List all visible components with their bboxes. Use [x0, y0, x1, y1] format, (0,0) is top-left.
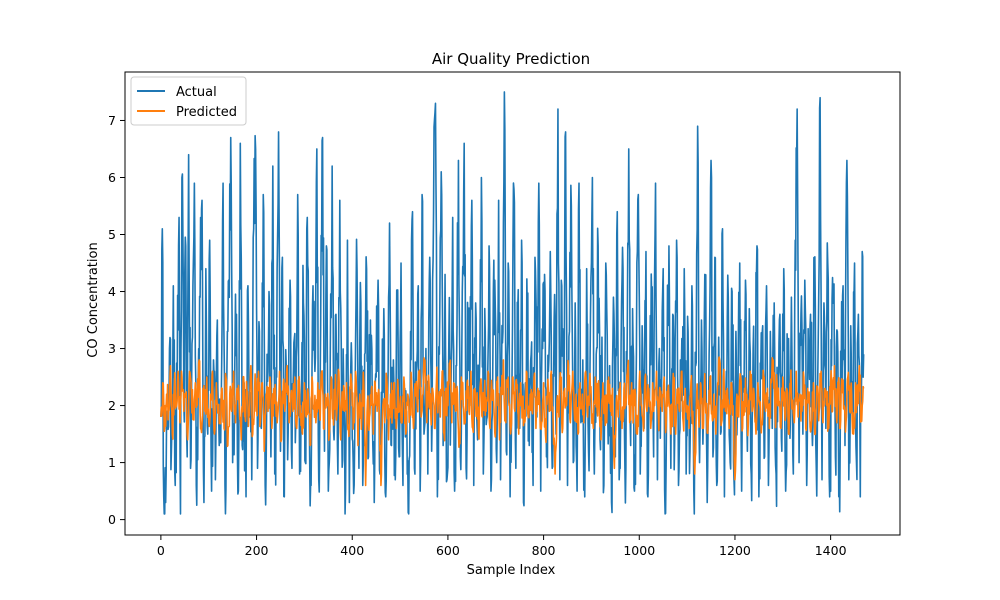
x-tick-label: 200	[245, 543, 269, 558]
series-line-predicted	[160, 356, 865, 487]
x-tick-label: 1400	[815, 543, 847, 558]
legend: Actual Predicted	[130, 76, 247, 126]
chart-title: Air Quality Prediction	[432, 50, 590, 68]
x-tick-label: 1200	[719, 543, 751, 558]
plot-frame	[124, 71, 901, 536]
x-tick-label: 400	[340, 543, 364, 558]
y-axis-label: CO Concentration	[86, 242, 101, 357]
y-tick-label: 7	[108, 113, 116, 128]
y-tick-label: 6	[108, 170, 116, 185]
legend-box	[130, 76, 247, 126]
y-tick-label: 2	[108, 398, 116, 413]
y-tick-label: 1	[108, 455, 116, 470]
y-tick-label: 4	[108, 284, 116, 299]
series-line-actual	[160, 91, 865, 515]
x-tick-label: 600	[436, 543, 460, 558]
x-tick-label: 800	[532, 543, 556, 558]
x-tick-label: 1000	[623, 543, 655, 558]
x-axis-ticks: 0 200 400 600 800 1000 1200 1400	[157, 535, 847, 558]
series-layer	[160, 91, 865, 515]
legend-label-predicted: Predicted	[176, 105, 237, 120]
plot-area	[124, 71, 901, 536]
y-tick-label: 5	[108, 227, 116, 242]
legend-label-actual: Actual	[176, 85, 217, 100]
y-tick-label: 3	[108, 341, 116, 356]
x-axis-label: Sample Index	[467, 563, 556, 578]
x-tick-label: 0	[157, 543, 165, 558]
y-axis-ticks: 0 1 2 3 4 5 6 7	[108, 113, 125, 527]
y-tick-label: 0	[108, 512, 116, 527]
